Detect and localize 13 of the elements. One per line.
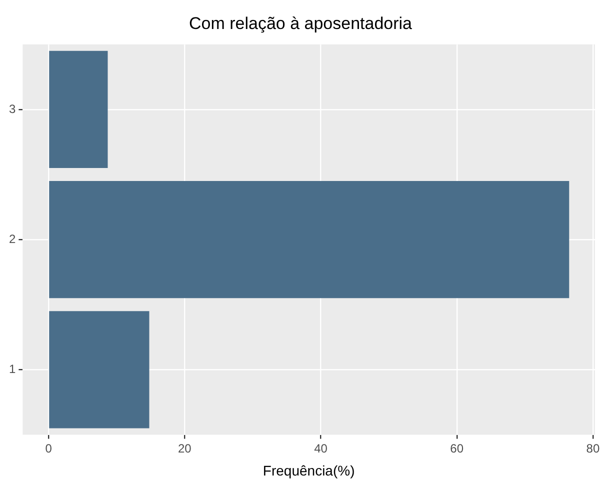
bar	[49, 181, 570, 298]
bar	[49, 311, 150, 428]
bar	[49, 50, 108, 168]
y-tick-label: 2	[8, 232, 16, 246]
y-tick-label: 3	[8, 102, 16, 116]
x-tick-label: 40	[314, 441, 328, 456]
x-tick-label: 20	[178, 441, 192, 456]
x-tick-label: 0	[45, 441, 52, 456]
x-axis-title: Frequência(%)	[262, 462, 355, 478]
chart-title: Com relação à aposentadoria	[188, 14, 413, 33]
y-tick-label: 1	[8, 362, 16, 376]
x-tick-label: 60	[450, 441, 464, 456]
x-tick-label: 80	[586, 441, 600, 456]
